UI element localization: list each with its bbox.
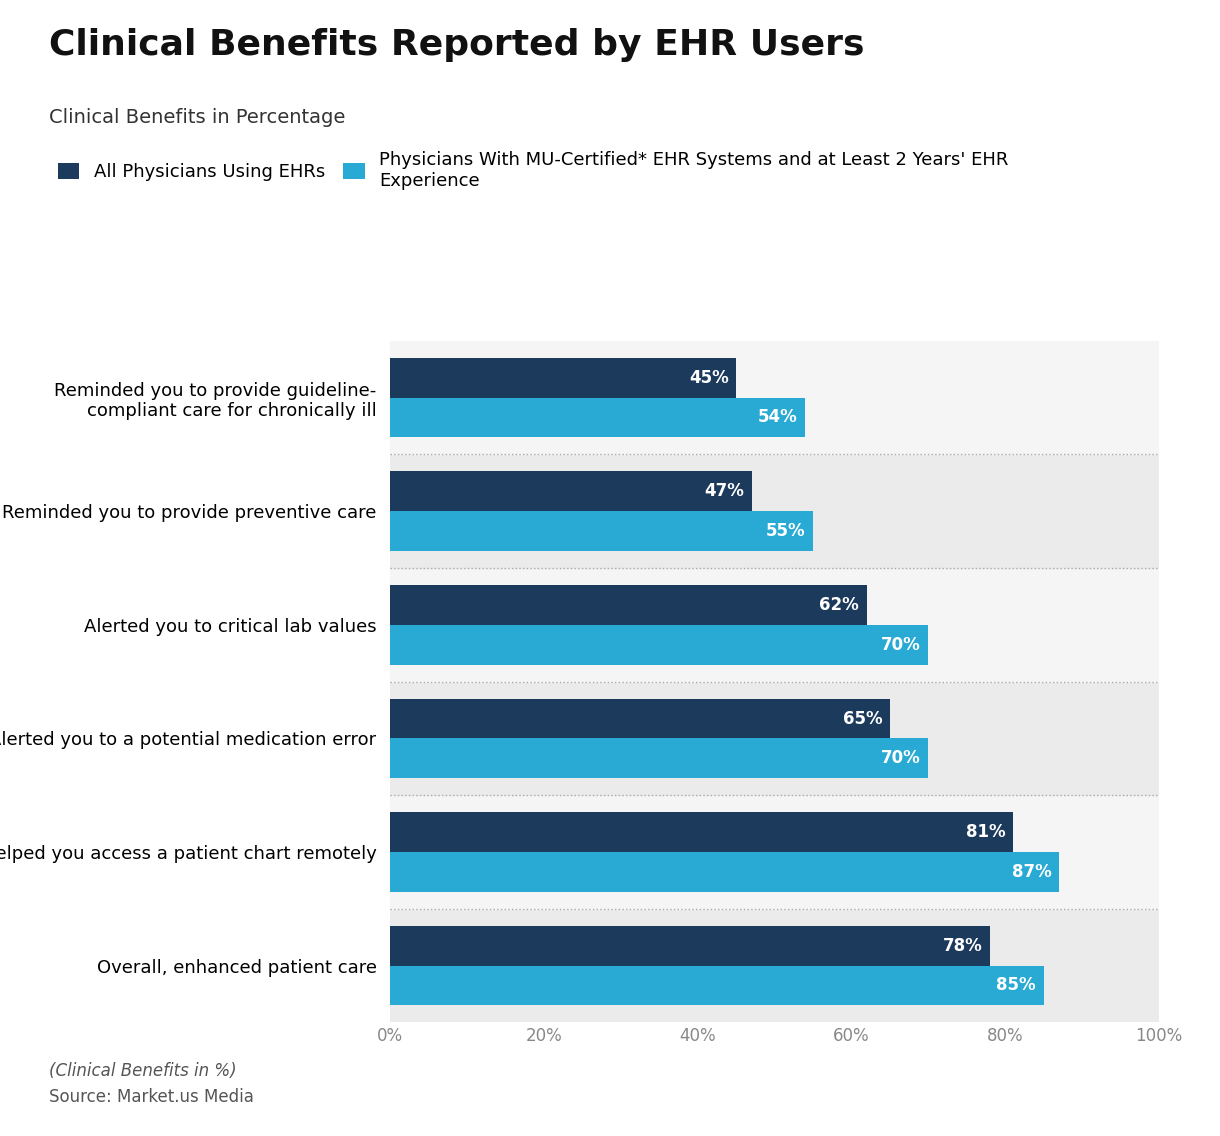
Text: (Clinical Benefits in %): (Clinical Benefits in %): [49, 1062, 237, 1080]
Text: 87%: 87%: [1011, 863, 1052, 880]
Text: 54%: 54%: [758, 409, 798, 426]
Bar: [390, 568, 1159, 682]
Bar: [390, 795, 1159, 909]
Bar: [390, 358, 737, 398]
Bar: [390, 812, 1013, 852]
Bar: [390, 852, 1059, 892]
Bar: [390, 471, 752, 511]
Bar: [390, 738, 928, 778]
Bar: [390, 909, 1159, 1022]
Text: 70%: 70%: [881, 750, 921, 767]
Text: Clinical Benefits Reported by EHR Users: Clinical Benefits Reported by EHR Users: [49, 28, 864, 62]
Text: 78%: 78%: [943, 937, 982, 954]
Text: 70%: 70%: [881, 636, 921, 653]
Bar: [390, 454, 1159, 568]
Text: Clinical Benefits in Percentage: Clinical Benefits in Percentage: [49, 108, 345, 127]
Bar: [390, 585, 867, 625]
Bar: [390, 699, 891, 738]
Text: 62%: 62%: [820, 596, 859, 613]
Text: Source: Market.us Media: Source: Market.us Media: [49, 1088, 254, 1106]
Legend: All Physicians Using EHRs, Physicians With MU-Certified* EHR Systems and at Leas: All Physicians Using EHRs, Physicians Wi…: [57, 151, 1009, 190]
Text: 81%: 81%: [966, 824, 1005, 841]
Bar: [390, 341, 1159, 454]
Bar: [390, 511, 813, 551]
Text: 47%: 47%: [704, 483, 744, 500]
Text: 65%: 65%: [843, 710, 882, 727]
Bar: [390, 682, 1159, 795]
Bar: [390, 966, 1044, 1005]
Bar: [390, 625, 928, 665]
Text: 85%: 85%: [997, 977, 1036, 994]
Bar: [390, 398, 805, 437]
Text: 45%: 45%: [689, 369, 728, 386]
Bar: [390, 926, 989, 966]
Text: 55%: 55%: [766, 523, 805, 540]
